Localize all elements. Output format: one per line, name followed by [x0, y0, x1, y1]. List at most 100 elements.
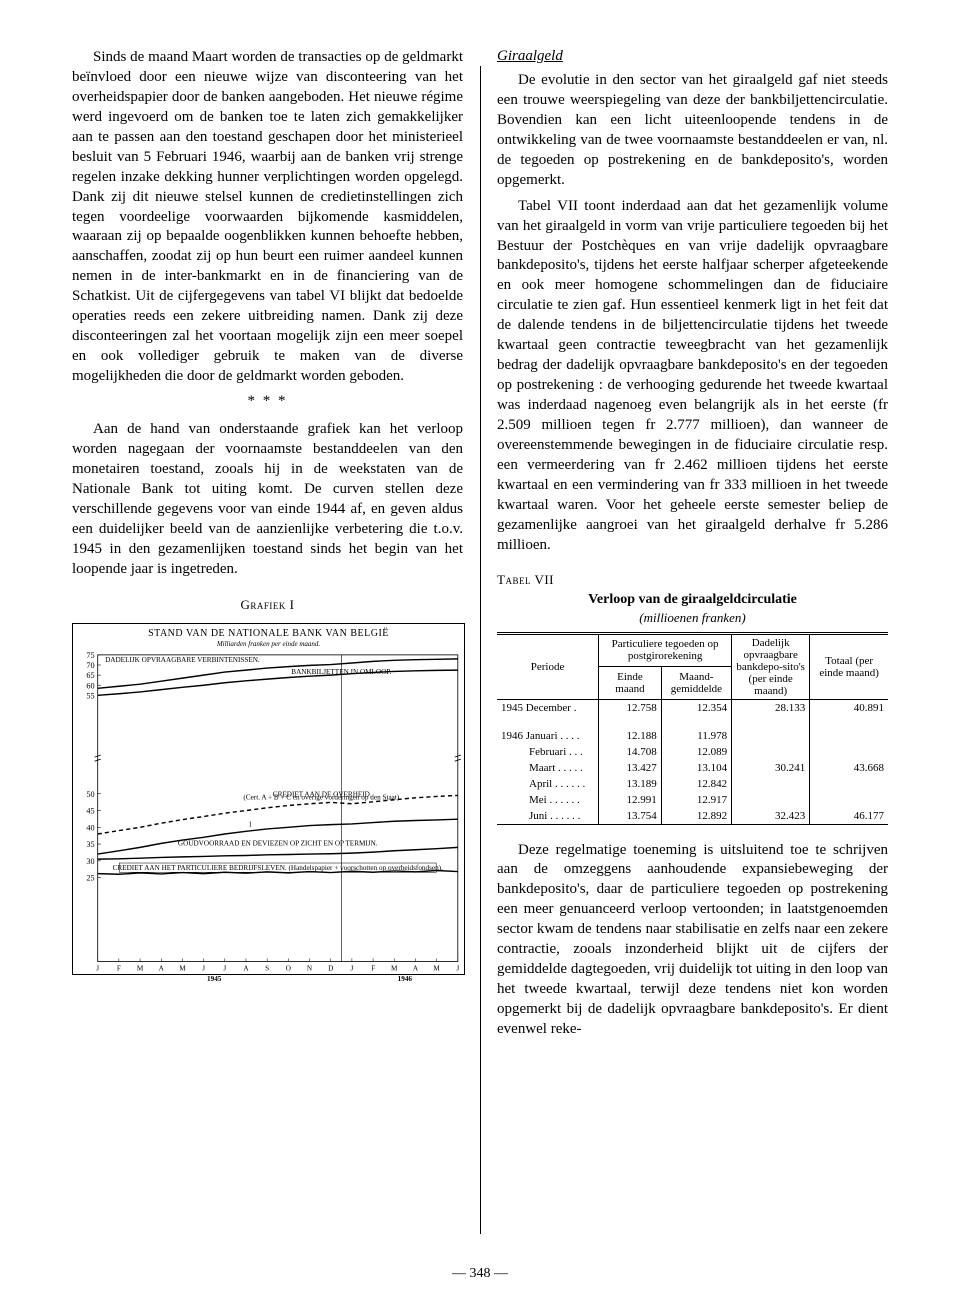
svg-text:BANKBILJETTEN IN OMLOOP.: BANKBILJETTEN IN OMLOOP.	[291, 669, 391, 677]
cell-period: Mei . . . . . .	[497, 792, 599, 808]
cell-value: 40.891	[810, 699, 888, 716]
table-row: Februari . . .14.70812.089	[497, 744, 888, 760]
svg-text:25: 25	[86, 874, 94, 883]
svg-text:M: M	[391, 965, 398, 973]
svg-text:40: 40	[86, 824, 94, 833]
right-paragraph-3: Deze regelmatige toeneming is uitsluiten…	[497, 841, 888, 1040]
table-body: 1945 December .12.75812.35428.13340.8911…	[497, 699, 888, 824]
table-row: Maart . . . . .13.42713.10430.24143.668	[497, 760, 888, 776]
svg-text:J: J	[96, 965, 99, 973]
th-gemiddeld: Maand-gemiddelde	[661, 667, 731, 699]
table-row: April . . . . . .13.18912.842	[497, 776, 888, 792]
cell-value: 12.188	[599, 728, 662, 744]
svg-text:30: 30	[86, 857, 94, 866]
cell-period: 1945 December .	[497, 699, 599, 716]
svg-text:D: D	[328, 965, 333, 973]
svg-text:1: 1	[248, 821, 252, 829]
svg-text:A: A	[243, 965, 249, 973]
cell-value: 46.177	[810, 808, 888, 825]
cell-value: 13.427	[599, 760, 662, 776]
svg-text:75: 75	[86, 651, 94, 660]
table-row: Juni . . . . . .13.75412.89232.42346.177	[497, 808, 888, 825]
svg-text:O: O	[286, 965, 291, 973]
cell-period: Februari . . .	[497, 744, 599, 760]
cell-period: Maart . . . . .	[497, 760, 599, 776]
table-row: 1946 Januari . . . .12.18811.978	[497, 728, 888, 744]
cell-value: 12.354	[661, 699, 731, 716]
svg-text:1946: 1946	[398, 975, 413, 983]
table-row: Mei . . . . . .12.99112.917	[497, 792, 888, 808]
left-paragraph-1: Sinds de maand Maart worden de transacti…	[72, 48, 463, 387]
svg-text:1945: 1945	[207, 975, 222, 983]
svg-text:M: M	[137, 965, 144, 973]
cell-value: 14.708	[599, 744, 662, 760]
cell-value	[810, 744, 888, 760]
cell-value	[810, 728, 888, 744]
table-row: 1945 December .12.75812.35428.13340.891	[497, 699, 888, 716]
page: Sinds de maand Maart worden de transacti…	[0, 0, 960, 1298]
svg-text:M: M	[179, 965, 186, 973]
column-divider	[480, 66, 481, 1234]
svg-text:GOUDVOORRAAD EN DEVIEZEN OP ZI: GOUDVOORRAAD EN DEVIEZEN OP ZICHT EN OP …	[178, 840, 378, 848]
svg-text:70: 70	[86, 662, 94, 671]
cell-value	[732, 776, 810, 792]
table-label: Tabel VII	[497, 572, 888, 588]
right-paragraph-1: De evolutie in den sector van het giraal…	[497, 71, 888, 191]
svg-text:A: A	[159, 965, 165, 973]
cell-value	[732, 728, 810, 744]
th-post-group: Particuliere tegoeden op postgirorekenin…	[599, 633, 732, 667]
section-title-giraalgeld: Giraalgeld	[497, 48, 888, 65]
cell-period: 1946 Januari . . . .	[497, 728, 599, 744]
section-break-stars: * * *	[72, 393, 463, 410]
cell-period: April . . . . . .	[497, 776, 599, 792]
cell-value: 13.754	[599, 808, 662, 825]
cell-value	[810, 776, 888, 792]
table-giraalgeld: Periode Particuliere tegoeden op postgir…	[497, 632, 888, 825]
svg-text:35: 35	[86, 841, 94, 850]
svg-text:55: 55	[86, 692, 94, 701]
cell-period: Juni . . . . . .	[497, 808, 599, 825]
table-title: Verloop van de giraalgeldcirculatie	[497, 592, 888, 608]
svg-text:DADELIJK OPVRAAGBARE VERBINTEN: DADELIJK OPVRAAGBARE VERBINTENISSEN.	[105, 656, 260, 664]
cell-value: 11.978	[661, 728, 731, 744]
svg-text:N: N	[307, 965, 313, 973]
svg-text:F: F	[371, 965, 375, 973]
cell-value	[732, 744, 810, 760]
cell-value: 12.991	[599, 792, 662, 808]
chart-box: STAND VAN DE NATIONALE BANK VAN BELGIË M…	[72, 623, 465, 975]
svg-text:S: S	[265, 965, 269, 973]
th-einde: Einde maand	[599, 667, 662, 699]
th-periode: Periode	[497, 633, 599, 699]
left-paragraph-2: Aan de hand van onderstaande grafiek kan…	[72, 420, 463, 580]
th-deposito: Dadelijk opvraagbare bankdepo-sito's (pe…	[732, 633, 810, 699]
svg-text:J: J	[350, 965, 353, 973]
left-column: Sinds de maand Maart worden de transacti…	[72, 48, 463, 1046]
cell-value	[732, 792, 810, 808]
cell-value: 43.668	[810, 760, 888, 776]
svg-text:A: A	[413, 965, 419, 973]
cell-value: 12.917	[661, 792, 731, 808]
svg-text:F: F	[117, 965, 121, 973]
svg-text:CREDIET AAN HET PARTICULIERE B: CREDIET AAN HET PARTICULIERE BEDRIJFSLEV…	[113, 865, 443, 873]
chart-svg: 5560657075253035404550JFMAMJJASONDJFMAMJ…	[73, 624, 464, 984]
svg-text:65: 65	[86, 672, 94, 681]
chart-label: Grafiek I	[72, 597, 463, 613]
page-number: — 348 —	[0, 1266, 960, 1282]
cell-value: 12.892	[661, 808, 731, 825]
svg-text:J: J	[223, 965, 226, 973]
cell-value: 12.758	[599, 699, 662, 716]
cell-value	[810, 792, 888, 808]
cell-value: 32.423	[732, 808, 810, 825]
svg-text:J: J	[456, 965, 459, 973]
right-column: Giraalgeld De evolutie in den sector van…	[497, 48, 888, 1046]
cell-value: 13.104	[661, 760, 731, 776]
svg-text:60: 60	[86, 682, 94, 691]
cell-value: 13.189	[599, 776, 662, 792]
right-paragraph-2: Tabel VII toont inderdaad aan dat het ge…	[497, 197, 888, 556]
table-subtitle: (millioenen franken)	[497, 610, 888, 626]
svg-text:M: M	[433, 965, 440, 973]
cell-value: 30.241	[732, 760, 810, 776]
th-totaal: Totaal (per einde maand)	[810, 633, 888, 699]
cell-value: 12.089	[661, 744, 731, 760]
cell-value: 28.133	[732, 699, 810, 716]
